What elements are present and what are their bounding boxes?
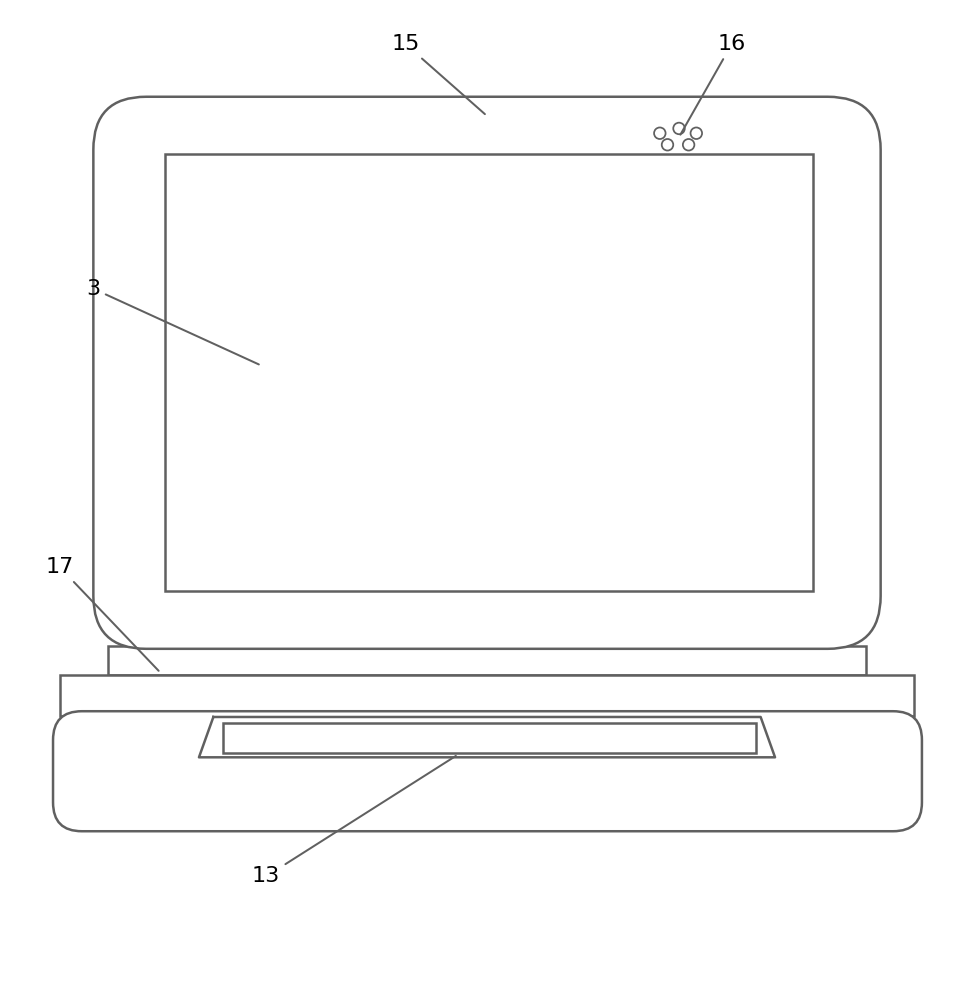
Text: 15: 15 <box>392 34 485 114</box>
Bar <box>223 723 756 753</box>
Circle shape <box>673 123 685 134</box>
Text: 3: 3 <box>87 279 259 364</box>
Bar <box>108 646 866 675</box>
FancyBboxPatch shape <box>94 97 880 649</box>
Text: 17: 17 <box>46 557 159 671</box>
Circle shape <box>683 139 694 151</box>
Circle shape <box>655 127 665 139</box>
Circle shape <box>661 139 673 151</box>
Text: 16: 16 <box>681 34 746 135</box>
Bar <box>166 154 813 591</box>
Circle shape <box>691 127 702 139</box>
Bar <box>59 675 915 716</box>
FancyBboxPatch shape <box>53 711 922 831</box>
Text: 13: 13 <box>252 756 456 886</box>
